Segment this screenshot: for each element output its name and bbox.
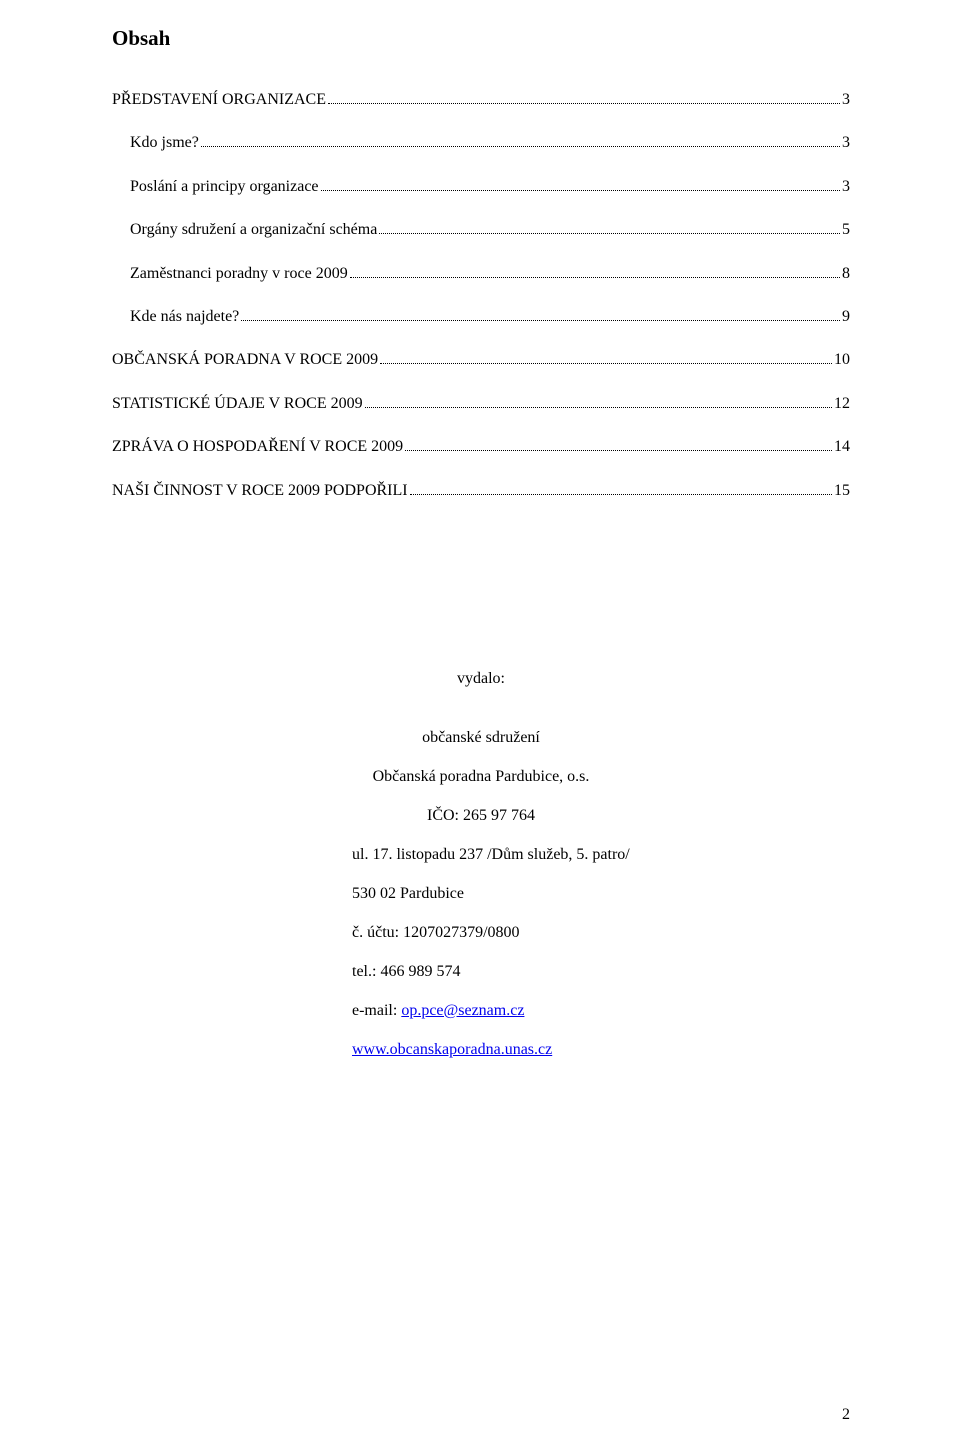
publisher-org1: občanské sdružení [112, 729, 850, 747]
toc-entry: NAŠI ČINNOST V ROCE 2009 PODPOŘILI 15 [112, 480, 850, 502]
toc-leader [405, 450, 832, 451]
toc-leader [410, 494, 832, 495]
toc-entry: Poslání a principy organizace 3 [112, 176, 850, 198]
toc-leader [365, 407, 832, 408]
table-of-contents: PŘEDSTAVENÍ ORGANIZACE 3 Kdo jsme? 3 Pos… [112, 89, 850, 502]
toc-entry: STATISTICKÉ ÚDAJE V ROCE 2009 12 [112, 393, 850, 415]
toc-entry: Orgány sdružení a organizační schéma 5 [112, 219, 850, 241]
toc-entry: Kde nás najdete? 9 [112, 306, 850, 328]
page-number: 2 [842, 1406, 850, 1424]
toc-leader [380, 363, 832, 364]
toc-page: 15 [834, 480, 850, 502]
publisher-web-link[interactable]: www.obcanskaporadna.unas.cz [352, 1041, 552, 1058]
toc-leader [379, 233, 840, 234]
publisher-email-link[interactable]: op.pce@seznam.cz [401, 1002, 524, 1019]
toc-leader [328, 103, 840, 104]
toc-label: Orgány sdružení a organizační schéma [130, 219, 377, 241]
toc-label: Kde nás najdete? [130, 306, 239, 328]
publisher-tel: tel.: 466 989 574 [352, 963, 850, 981]
toc-page: 3 [842, 176, 850, 198]
toc-leader [241, 320, 840, 321]
toc-page: 14 [834, 436, 850, 458]
toc-entry: ZPRÁVA O HOSPODAŘENÍ V ROCE 2009 14 [112, 436, 850, 458]
toc-label: Poslání a principy organizace [130, 176, 319, 198]
toc-label: OBČANSKÁ PORADNA V ROCE 2009 [112, 349, 378, 371]
toc-label: ZPRÁVA O HOSPODAŘENÍ V ROCE 2009 [112, 436, 403, 458]
publisher-org2: Občanská poradna Pardubice, o.s. [112, 768, 850, 786]
toc-page: 3 [842, 89, 850, 111]
publisher-email-label: e-mail: [352, 1002, 401, 1019]
toc-label: STATISTICKÉ ÚDAJE V ROCE 2009 [112, 393, 363, 415]
toc-page: 3 [842, 132, 850, 154]
toc-page: 12 [834, 393, 850, 415]
toc-page: 9 [842, 306, 850, 328]
publisher-web: www.obcanskaporadna.unas.cz [352, 1041, 850, 1059]
toc-leader [321, 190, 840, 191]
toc-leader [350, 277, 840, 278]
toc-entry: Zaměstnanci poradny v roce 2009 8 [112, 263, 850, 285]
toc-label: PŘEDSTAVENÍ ORGANIZACE [112, 89, 326, 111]
publisher-vydalo: vydalo: [112, 670, 850, 688]
toc-page: 5 [842, 219, 850, 241]
publisher-address-1: ul. 17. listopadu 237 /Dům služeb, 5. pa… [352, 846, 850, 864]
toc-label: Kdo jsme? [130, 132, 199, 154]
toc-label: Zaměstnanci poradny v roce 2009 [130, 263, 348, 285]
toc-entry: Kdo jsme? 3 [112, 132, 850, 154]
page-heading: Obsah [112, 26, 850, 51]
toc-entry: OBČANSKÁ PORADNA V ROCE 2009 10 [112, 349, 850, 371]
publisher-address-2: 530 02 Pardubice [352, 885, 850, 903]
toc-label: NAŠI ČINNOST V ROCE 2009 PODPOŘILI [112, 480, 408, 502]
toc-page: 10 [834, 349, 850, 371]
publisher-ico: IČO: 265 97 764 [112, 807, 850, 825]
toc-page: 8 [842, 263, 850, 285]
publisher-email: e-mail: op.pce@seznam.cz [352, 1002, 850, 1020]
toc-entry: PŘEDSTAVENÍ ORGANIZACE 3 [112, 89, 850, 111]
publisher-account: č. účtu: 1207027379/0800 [352, 924, 850, 942]
publisher-block: vydalo: občanské sdružení Občanská porad… [112, 670, 850, 1059]
toc-leader [201, 146, 840, 147]
